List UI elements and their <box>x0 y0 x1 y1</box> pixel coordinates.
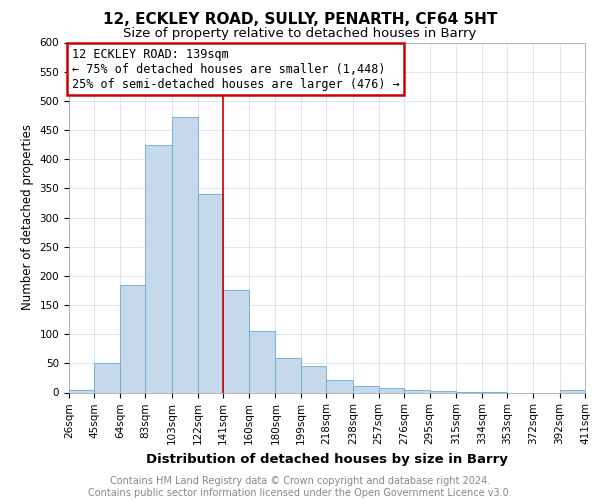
Bar <box>145 144 172 392</box>
Bar <box>560 390 585 392</box>
Text: Contains HM Land Registry data © Crown copyright and database right 2024.
Contai: Contains HM Land Registry data © Crown c… <box>88 476 512 498</box>
Bar <box>379 388 404 392</box>
Text: Size of property relative to detached houses in Barry: Size of property relative to detached ho… <box>124 28 476 40</box>
Bar <box>94 364 120 392</box>
Bar <box>172 116 197 392</box>
Text: 12 ECKLEY ROAD: 139sqm
← 75% of detached houses are smaller (1,448)
25% of semi-: 12 ECKLEY ROAD: 139sqm ← 75% of detached… <box>71 48 400 91</box>
Bar <box>69 390 94 392</box>
Bar <box>326 380 353 392</box>
Bar <box>248 331 275 392</box>
Bar <box>275 358 301 392</box>
Bar <box>197 194 223 392</box>
Text: 12, ECKLEY ROAD, SULLY, PENARTH, CF64 5HT: 12, ECKLEY ROAD, SULLY, PENARTH, CF64 5H… <box>103 12 497 28</box>
Bar <box>353 386 379 392</box>
Bar <box>120 284 145 393</box>
X-axis label: Distribution of detached houses by size in Barry: Distribution of detached houses by size … <box>146 452 508 466</box>
Bar <box>301 366 326 392</box>
Bar <box>223 290 248 392</box>
Bar <box>404 390 430 392</box>
Y-axis label: Number of detached properties: Number of detached properties <box>21 124 34 310</box>
